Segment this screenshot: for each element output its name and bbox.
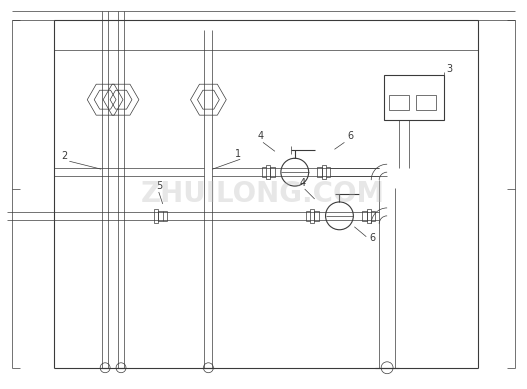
Bar [321, 165, 326, 179]
Bar [270, 167, 275, 177]
Text: 4: 4 [258, 131, 264, 141]
Text: 2: 2 [62, 151, 67, 161]
Text: ZHUILONG.COM: ZHUILONG.COM [141, 180, 385, 208]
Bar [362, 211, 367, 221]
Text: 6: 6 [347, 131, 354, 141]
Bar [389, 95, 409, 110]
Bar [314, 211, 319, 221]
Bar [310, 209, 314, 223]
Text: 5: 5 [156, 181, 162, 191]
Text: 4: 4 [300, 178, 306, 188]
Bar [154, 209, 158, 223]
Bar [266, 165, 270, 179]
Bar [384, 75, 444, 119]
Bar [317, 167, 321, 177]
Bar [158, 211, 163, 221]
Bar [367, 209, 371, 223]
Text: 3: 3 [447, 64, 453, 74]
Text: 1: 1 [235, 149, 241, 159]
Text: 6: 6 [369, 233, 375, 243]
Bar [416, 95, 436, 110]
